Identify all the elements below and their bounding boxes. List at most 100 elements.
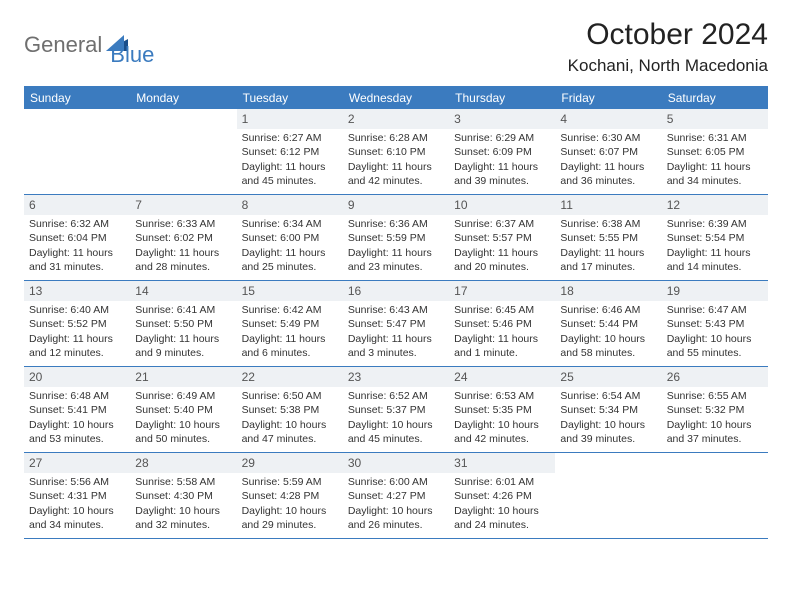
sunrise-text: Sunrise: 6:29 AM bbox=[454, 131, 550, 145]
sunset-text: Sunset: 5:54 PM bbox=[667, 231, 763, 245]
day-number bbox=[662, 453, 768, 473]
sunrise-text: Sunrise: 6:34 AM bbox=[242, 217, 338, 231]
calendar-cell: 19Sunrise: 6:47 AMSunset: 5:43 PMDayligh… bbox=[662, 281, 768, 367]
sunrise-text: Sunrise: 6:01 AM bbox=[454, 475, 550, 489]
sunset-text: Sunset: 6:09 PM bbox=[454, 145, 550, 159]
sunrise-text: Sunrise: 5:56 AM bbox=[29, 475, 125, 489]
daylight-text: Daylight: 10 hours and 26 minutes. bbox=[348, 504, 444, 532]
sunset-text: Sunset: 4:30 PM bbox=[135, 489, 231, 503]
day-number: 12 bbox=[662, 195, 768, 215]
day-number: 21 bbox=[130, 367, 236, 387]
day-number bbox=[130, 109, 236, 129]
sunrise-text: Sunrise: 6:50 AM bbox=[242, 389, 338, 403]
sunrise-text: Sunrise: 6:55 AM bbox=[667, 389, 763, 403]
header: General Blue October 2024 Kochani, North… bbox=[24, 18, 768, 76]
day-number: 24 bbox=[449, 367, 555, 387]
sunset-text: Sunset: 5:40 PM bbox=[135, 403, 231, 417]
daylight-text: Daylight: 10 hours and 42 minutes. bbox=[454, 418, 550, 446]
day-number: 17 bbox=[449, 281, 555, 301]
calendar-cell: 13Sunrise: 6:40 AMSunset: 5:52 PMDayligh… bbox=[24, 281, 130, 367]
day-number: 27 bbox=[24, 453, 130, 473]
sunrise-text: Sunrise: 6:43 AM bbox=[348, 303, 444, 317]
day-number: 7 bbox=[130, 195, 236, 215]
calendar-cell: 3Sunrise: 6:29 AMSunset: 6:09 PMDaylight… bbox=[449, 109, 555, 195]
day-header: Monday bbox=[130, 87, 236, 109]
calendar-cell: 11 Sunrise: 6:38 AMSunset: 5:55 PMDayligh… bbox=[555, 195, 661, 281]
sunset-text: Sunset: 5:44 PM bbox=[560, 317, 656, 331]
day-number: 14 bbox=[130, 281, 236, 301]
sunrise-text: Sunrise: 6:48 AM bbox=[29, 389, 125, 403]
calendar-cell-empty bbox=[24, 109, 130, 195]
day-number: 31 bbox=[449, 453, 555, 473]
daylight-text: Daylight: 11 hours and 3 minutes. bbox=[348, 332, 444, 360]
daylight-text: Daylight: 10 hours and 58 minutes. bbox=[560, 332, 656, 360]
day-number bbox=[555, 453, 661, 473]
day-number: 28 bbox=[130, 453, 236, 473]
daylight-text: Daylight: 11 hours and 36 minutes. bbox=[560, 160, 656, 188]
sunset-text: Sunset: 6:10 PM bbox=[348, 145, 444, 159]
sunset-text: Sunset: 4:31 PM bbox=[29, 489, 125, 503]
day-number: 1 bbox=[237, 109, 343, 129]
calendar-cell: 17Sunrise: 6:45 AMSunset: 5:46 PMDayligh… bbox=[449, 281, 555, 367]
daylight-text: Daylight: 10 hours and 24 minutes. bbox=[454, 504, 550, 532]
calendar-cell: 23Sunrise: 6:52 AMSunset: 5:37 PMDayligh… bbox=[343, 367, 449, 453]
daylight-text: Daylight: 10 hours and 39 minutes. bbox=[560, 418, 656, 446]
sunset-text: Sunset: 4:27 PM bbox=[348, 489, 444, 503]
calendar-grid: SundayMondayTuesdayWednesdayThursdayFrid… bbox=[24, 86, 768, 539]
daylight-text: Daylight: 10 hours and 29 minutes. bbox=[242, 504, 338, 532]
sunrise-text: Sunrise: 6:49 AM bbox=[135, 389, 231, 403]
sunset-text: Sunset: 5:55 PM bbox=[560, 231, 656, 245]
day-number: 13 bbox=[24, 281, 130, 301]
sunset-text: Sunset: 5:34 PM bbox=[560, 403, 656, 417]
logo-text-blue: Blue bbox=[110, 42, 154, 68]
daylight-text: Daylight: 11 hours and 12 minutes. bbox=[29, 332, 125, 360]
calendar-cell: 14Sunrise: 6:41 AMSunset: 5:50 PMDayligh… bbox=[130, 281, 236, 367]
sunrise-text: Sunrise: 6:36 AM bbox=[348, 217, 444, 231]
day-number: 19 bbox=[662, 281, 768, 301]
sunrise-text: Sunrise: 6:27 AM bbox=[242, 131, 338, 145]
calendar-cell: 12Sunrise: 6:39 AMSunset: 5:54 PMDayligh… bbox=[662, 195, 768, 281]
calendar-cell: 24Sunrise: 6:53 AMSunset: 5:35 PMDayligh… bbox=[449, 367, 555, 453]
daylight-text: Daylight: 11 hours and 39 minutes. bbox=[454, 160, 550, 188]
day-header: Thursday bbox=[449, 87, 555, 109]
day-number: 9 bbox=[343, 195, 449, 215]
sunrise-text: Sunrise: 6:00 AM bbox=[348, 475, 444, 489]
daylight-text: Daylight: 11 hours and 34 minutes. bbox=[667, 160, 763, 188]
month-title: October 2024 bbox=[568, 18, 768, 52]
logo: General Blue bbox=[24, 18, 154, 68]
location: Kochani, North Macedonia bbox=[568, 56, 768, 76]
sunrise-text: Sunrise: 6:46 AM bbox=[560, 303, 656, 317]
sunset-text: Sunset: 5:59 PM bbox=[348, 231, 444, 245]
daylight-text: Daylight: 11 hours and 31 minutes. bbox=[29, 246, 125, 274]
calendar-cell-empty bbox=[555, 453, 661, 539]
sunset-text: Sunset: 4:26 PM bbox=[454, 489, 550, 503]
day-number: 11 bbox=[555, 195, 661, 215]
daylight-text: Daylight: 10 hours and 45 minutes. bbox=[348, 418, 444, 446]
sunrise-text: Sunrise: 6:33 AM bbox=[135, 217, 231, 231]
daylight-text: Daylight: 11 hours and 28 minutes. bbox=[135, 246, 231, 274]
sunrise-text: Sunrise: 6:37 AM bbox=[454, 217, 550, 231]
sunrise-text: Sunrise: 6:53 AM bbox=[454, 389, 550, 403]
daylight-text: Daylight: 10 hours and 37 minutes. bbox=[667, 418, 763, 446]
sunrise-text: Sunrise: 6:42 AM bbox=[242, 303, 338, 317]
daylight-text: Daylight: 11 hours and 17 minutes. bbox=[560, 246, 656, 274]
daylight-text: Daylight: 10 hours and 32 minutes. bbox=[135, 504, 231, 532]
calendar-cell-empty bbox=[130, 109, 236, 195]
sunset-text: Sunset: 5:38 PM bbox=[242, 403, 338, 417]
sunset-text: Sunset: 5:37 PM bbox=[348, 403, 444, 417]
calendar-cell: 5Sunrise: 6:31 AMSunset: 6:05 PMDaylight… bbox=[662, 109, 768, 195]
day-number: 20 bbox=[24, 367, 130, 387]
day-number: 6 bbox=[24, 195, 130, 215]
day-number: 29 bbox=[237, 453, 343, 473]
sunrise-text: Sunrise: 6:30 AM bbox=[560, 131, 656, 145]
sunset-text: Sunset: 6:07 PM bbox=[560, 145, 656, 159]
day-number: 2 bbox=[343, 109, 449, 129]
calendar-cell: 27Sunrise: 5:56 AMSunset: 4:31 PMDayligh… bbox=[24, 453, 130, 539]
sunrise-text: Sunrise: 6:28 AM bbox=[348, 131, 444, 145]
calendar-cell: 9Sunrise: 6:36 AMSunset: 5:59 PMDaylight… bbox=[343, 195, 449, 281]
sunset-text: Sunset: 5:46 PM bbox=[454, 317, 550, 331]
sunrise-text: Sunrise: 6:38 AM bbox=[560, 217, 656, 231]
day-header: Sunday bbox=[24, 87, 130, 109]
calendar-cell: 2Sunrise: 6:28 AMSunset: 6:10 PMDaylight… bbox=[343, 109, 449, 195]
calendar-cell: 20Sunrise: 6:48 AMSunset: 5:41 PMDayligh… bbox=[24, 367, 130, 453]
